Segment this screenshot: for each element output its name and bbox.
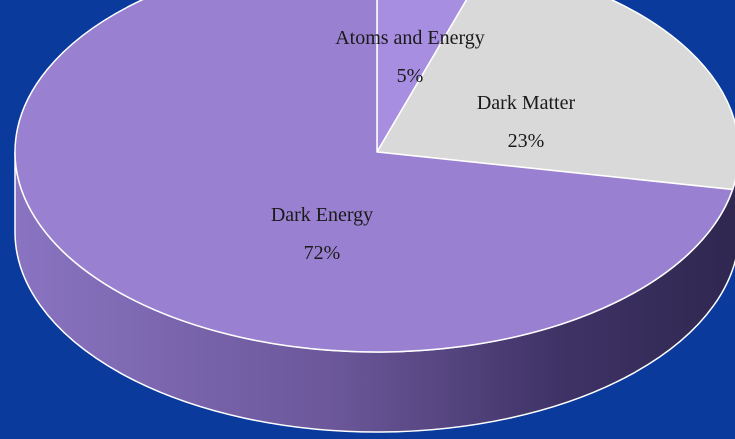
slice-label-atoms-and-energy: Atoms and Energy [335, 27, 485, 49]
slice-percent-dark-energy: 72% [304, 242, 341, 264]
slice-percent-atoms-and-energy: 5% [397, 65, 424, 87]
slice-percent-dark-matter: 23% [508, 130, 545, 152]
slice-label-dark-energy: Dark Energy [271, 204, 373, 226]
slice-label-dark-matter: Dark Matter [477, 92, 576, 114]
